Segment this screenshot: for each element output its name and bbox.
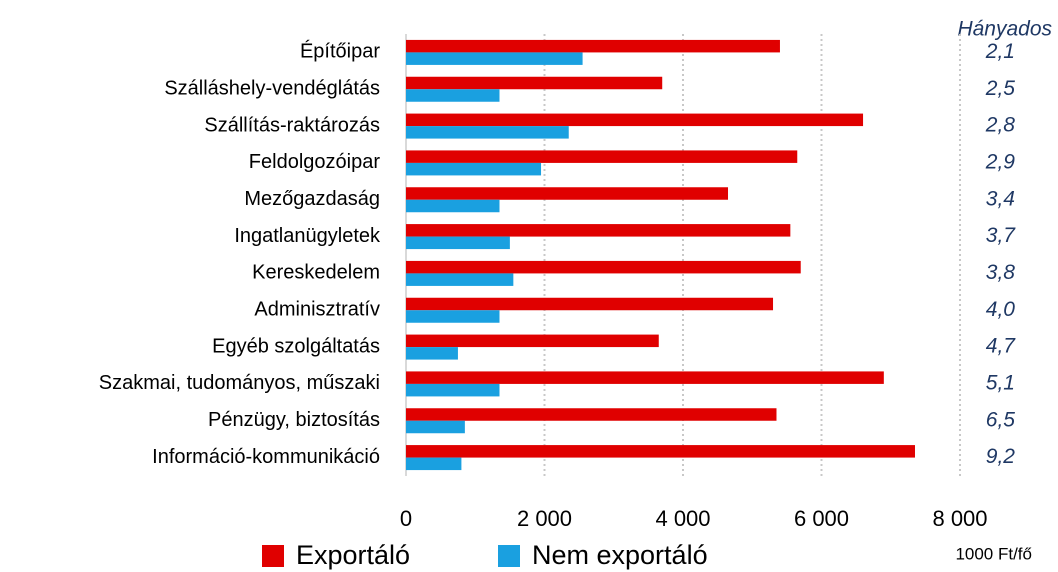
x-tick-label: 2 000 — [517, 506, 572, 531]
x-tick-label: 6 000 — [794, 506, 849, 531]
y-tick-label: Adminisztratív — [254, 299, 380, 321]
ratio-label: 3,4 — [986, 187, 1015, 210]
bar — [406, 445, 915, 458]
bar — [406, 39, 780, 53]
bar — [406, 347, 458, 360]
bar — [406, 408, 777, 421]
bar — [406, 162, 542, 176]
y-tick-label: Pénzügy, biztosítás — [208, 409, 380, 431]
legend-swatch — [498, 545, 520, 567]
x-tick-label: 4 000 — [655, 506, 710, 531]
y-tick-label: Feldolgozóipar — [249, 151, 381, 173]
bar — [406, 126, 569, 139]
ratio-label: 6,5 — [986, 408, 1016, 431]
legend-swatch — [262, 545, 284, 567]
unit-label: 1000 Ft/fő — [955, 544, 1032, 563]
bar — [406, 334, 659, 348]
ratio-label: 3,7 — [986, 224, 1017, 247]
bar — [406, 113, 864, 127]
y-tick-label: Szálláshely-vendéglátás — [164, 78, 380, 100]
y-tick-label: Ingatlanügyletek — [234, 225, 381, 247]
y-tick-label: Információ-kommunikáció — [152, 446, 380, 468]
y-tick-label: Építőipar — [300, 40, 380, 63]
y-tick-label: Szállítás-raktározás — [204, 114, 380, 136]
bar — [406, 199, 500, 213]
ratio-title: Hányados — [957, 18, 1052, 41]
x-tick-label: 8 000 — [932, 506, 987, 531]
x-tick-label: 0 — [400, 506, 412, 531]
bar — [406, 224, 791, 237]
ratio-label: 2,9 — [985, 150, 1016, 173]
bar — [406, 150, 798, 163]
legend-label: Nem exportáló — [532, 540, 708, 570]
bar — [406, 260, 801, 274]
bar — [406, 457, 462, 471]
bar — [406, 273, 514, 286]
ratio-label: 2,5 — [985, 77, 1016, 100]
bar — [406, 76, 663, 90]
bar — [406, 89, 500, 102]
ratio-label: 9,2 — [986, 445, 1016, 468]
ratio-label: 5,1 — [986, 371, 1015, 394]
bar — [406, 371, 884, 384]
ratio-label: 2,8 — [985, 114, 1016, 137]
ratio-label: 4,7 — [986, 335, 1017, 358]
bar — [406, 187, 729, 200]
bar — [406, 383, 500, 397]
ratio-label: 2,1 — [985, 40, 1015, 63]
y-tick-label: Egyéb szolgáltatás — [212, 335, 380, 357]
bar — [406, 236, 510, 250]
y-tick-label: Mezőgazdaság — [244, 188, 380, 210]
legend-label: Exportáló — [296, 540, 410, 570]
ratio-label: 3,8 — [986, 261, 1016, 284]
ratio-label: 4,0 — [986, 298, 1016, 321]
bar — [406, 52, 583, 65]
bar — [406, 310, 500, 323]
bar — [406, 297, 774, 311]
bar — [406, 420, 465, 434]
y-tick-label: Szakmai, tudományos, műszaki — [99, 372, 380, 394]
y-tick-label: Kereskedelem — [252, 262, 380, 284]
